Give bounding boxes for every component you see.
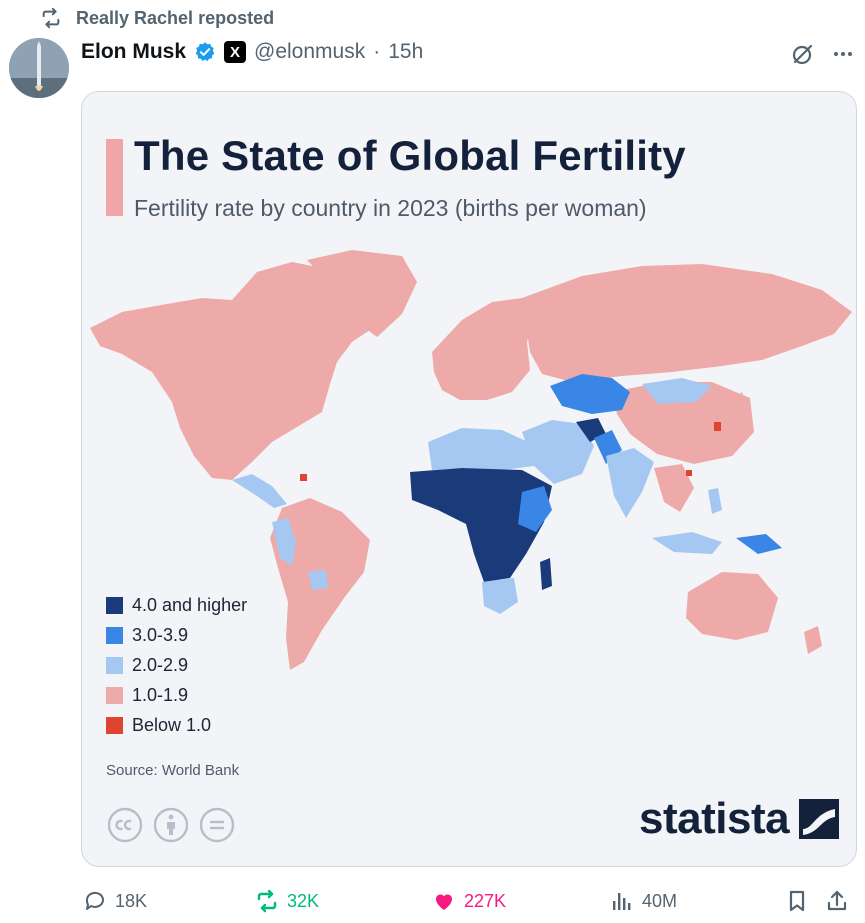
map-east-africa — [518, 486, 552, 532]
statista-mark-icon — [799, 799, 840, 839]
map-north-america — [90, 262, 382, 480]
map-north-africa — [428, 428, 534, 470]
map-mongolia — [642, 378, 712, 404]
map-central-america — [232, 474, 287, 508]
chart-title: The State of Global Fertility — [134, 132, 686, 179]
world-map — [90, 250, 852, 670]
reply-button[interactable]: 18K — [83, 884, 147, 918]
grok-icon[interactable] — [789, 40, 817, 68]
map-caribbean-marker — [300, 474, 307, 481]
legend-label: 2.0-2.9 — [132, 654, 189, 675]
brand-wordmark: statista — [639, 794, 790, 843]
map-new-zealand — [804, 626, 822, 654]
map-japan — [730, 392, 750, 436]
bookmark-icon — [789, 890, 805, 912]
repost-attribution[interactable]: Really Rachel reposted — [40, 6, 274, 30]
map-greenland — [307, 250, 417, 337]
map-papua — [736, 534, 782, 554]
creative-commons-icon — [107, 807, 143, 843]
avatar[interactable] — [9, 38, 69, 98]
legend-swatch — [106, 716, 123, 734]
map-india — [606, 448, 654, 518]
map-southeast-asia — [654, 464, 694, 512]
map-taiwan-marker — [686, 470, 692, 476]
repost-button[interactable]: 32K — [255, 884, 319, 918]
attribution-icon — [153, 807, 189, 843]
map-philippines — [708, 488, 722, 514]
repost-icon — [42, 7, 60, 29]
repost-attribution-text: Really Rachel reposted — [76, 7, 275, 28]
bookmark-button[interactable] — [785, 884, 809, 918]
post-media-infographic[interactable]: The State of Global Fertility Fertility … — [81, 91, 857, 867]
legend-swatch — [106, 596, 123, 614]
post-actions: 18K 32K 227K 40M — [81, 884, 857, 918]
more-icon[interactable] — [828, 40, 858, 68]
header-separator: · — [373, 40, 381, 63]
map-southern-africa — [482, 578, 518, 614]
like-button[interactable]: 227K — [432, 884, 506, 918]
views-button[interactable]: 40M — [610, 884, 677, 918]
legend-item: 4.0 and higher — [106, 590, 247, 620]
map-andes-region — [272, 518, 296, 566]
map-europe — [432, 298, 534, 400]
legend-swatch — [106, 626, 123, 644]
map-australia — [686, 572, 778, 640]
verified-badge-icon[interactable] — [194, 41, 216, 63]
share-icon — [827, 890, 847, 911]
map-russia — [522, 264, 852, 382]
post-time[interactable]: 15h — [388, 40, 424, 63]
legend-label: 4.0 and higher — [132, 594, 248, 615]
no-derivatives-icon — [199, 807, 235, 843]
author-handle[interactable]: @elonmusk — [254, 40, 366, 63]
map-madagascar — [540, 558, 552, 590]
map-middle-east — [522, 420, 594, 484]
title-accent-bar — [106, 139, 123, 216]
license-icons — [106, 806, 236, 844]
share-button[interactable] — [825, 884, 849, 918]
map-legend: 4.0 and higher 3.0-3.9 2.0-2.9 1.0-1.9 B… — [106, 590, 247, 740]
like-count: 227K — [464, 890, 507, 911]
legend-item: 3.0-3.9 — [106, 620, 247, 650]
map-central-asia — [550, 374, 630, 414]
map-paraguay-region — [308, 570, 328, 590]
legend-swatch — [106, 656, 123, 674]
chart-source: Source: World Bank — [106, 762, 240, 779]
view-count: 40M — [642, 890, 678, 911]
repost-count: 32K — [287, 890, 320, 911]
author-name[interactable]: Elon Musk — [81, 40, 187, 63]
legend-item: Below 1.0 — [106, 710, 247, 740]
repost-icon — [257, 889, 277, 913]
map-indonesia — [652, 532, 722, 554]
post-header: Elon Musk X @elonmusk · 15h — [81, 36, 423, 68]
legend-label: Below 1.0 — [132, 714, 212, 735]
map-korea-marker — [714, 422, 721, 431]
rocket-avatar-image — [9, 38, 69, 98]
legend-label: 3.0-3.9 — [132, 624, 189, 645]
heart-icon — [436, 894, 452, 910]
legend-item: 1.0-1.9 — [106, 680, 247, 710]
reply-count: 18K — [115, 890, 148, 911]
legend-label: 1.0-1.9 — [132, 684, 189, 705]
legend-swatch — [106, 686, 123, 704]
map-china — [612, 382, 754, 464]
affiliate-badge[interactable]: X — [224, 41, 247, 63]
chart-subtitle: Fertility rate by country in 2023 (birth… — [134, 195, 647, 221]
reply-icon — [85, 891, 104, 910]
legend-item: 2.0-2.9 — [106, 650, 247, 680]
statista-logo: statista — [639, 794, 840, 844]
map-central-africa — [410, 468, 552, 582]
views-icon — [613, 893, 631, 910]
